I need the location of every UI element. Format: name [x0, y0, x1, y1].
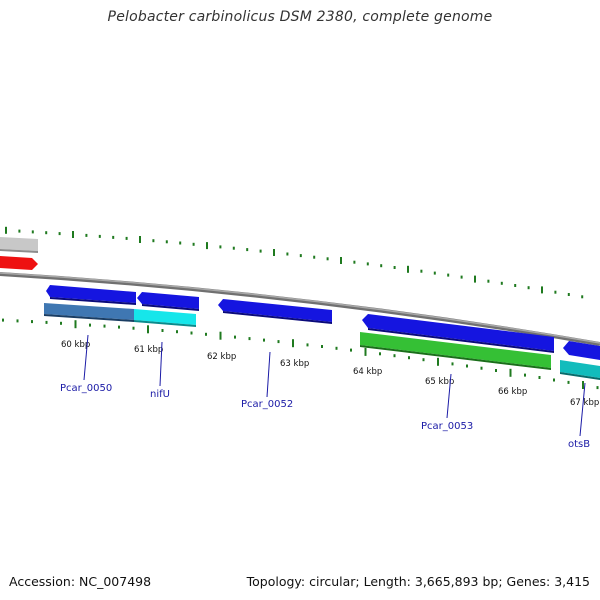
- gene-red[interactable]: [0, 256, 38, 270]
- leader-otsb: [579, 382, 586, 437]
- gene-label-otsb[interactable]: otsB: [568, 439, 590, 450]
- top-tick-track: [5, 226, 584, 299]
- gene-teal-reverse-shadow: [560, 372, 600, 380]
- gene-pcar-0053[interactable]: [362, 314, 554, 351]
- gene-label-pcar-0052[interactable]: Pcar_0052: [241, 399, 293, 410]
- kbp-label-60: 60 kbp: [61, 340, 90, 350]
- gene-cyan-reverse[interactable]: [134, 309, 196, 325]
- gene-pcar-0053-shadow: [368, 328, 554, 353]
- kbp-label-61: 61 kbp: [134, 345, 163, 355]
- leader-pcar-0053: [446, 373, 452, 419]
- footer-accession: Accession: NC_007498: [9, 574, 152, 589]
- gene-nifu[interactable]: [137, 292, 199, 309]
- leader-pcar-0050: [83, 334, 89, 381]
- gene-label-nifu[interactable]: nifU: [150, 389, 170, 400]
- gene-pcar-0050-shadow: [50, 297, 136, 305]
- kbp-label-64: 64 kbp: [353, 367, 382, 377]
- genome-title: Pelobacter carbinolicus DSM 2380, comple…: [107, 9, 493, 25]
- kbp-label-65: 65 kbp: [425, 377, 454, 387]
- gene-pcar-0050[interactable]: [46, 285, 136, 303]
- gene-pcar-0052-shadow: [223, 311, 332, 324]
- gene-green-reverse-shadow: [360, 345, 551, 370]
- gene-otsb[interactable]: [563, 341, 600, 360]
- gene-label-pcar-0053[interactable]: Pcar_0053: [421, 421, 473, 432]
- genome-backbone: [0, 272, 600, 346]
- gene-nifu-shadow: [142, 304, 199, 311]
- kbp-label-67: 67 kbp: [570, 398, 599, 408]
- bottom-tick-track: [2, 318, 599, 390]
- kbp-label-63: 63 kbp: [280, 359, 309, 369]
- leader-pcar-0052: [266, 351, 271, 398]
- leader-nifu: [159, 341, 163, 387]
- gene-gray-shadow: [0, 249, 38, 253]
- kbp-label-62: 62 kbp: [207, 352, 236, 362]
- gene-steel-reverse-shadow: [44, 314, 134, 322]
- gene-pcar-0052[interactable]: [218, 299, 332, 322]
- gene-steel-reverse[interactable]: [44, 303, 134, 320]
- gene-green-reverse[interactable]: [360, 332, 551, 368]
- gene-gray[interactable]: [0, 237, 38, 251]
- gene-cyan-reverse-shadow: [134, 320, 196, 327]
- genome-backbone-highlight: [0, 272, 600, 344]
- gene-label-pcar-0050[interactable]: Pcar_0050: [60, 383, 112, 394]
- footer-info: Topology: circular; Length: 3,665,893 bp…: [246, 574, 590, 589]
- kbp-label-66: 66 kbp: [498, 387, 527, 397]
